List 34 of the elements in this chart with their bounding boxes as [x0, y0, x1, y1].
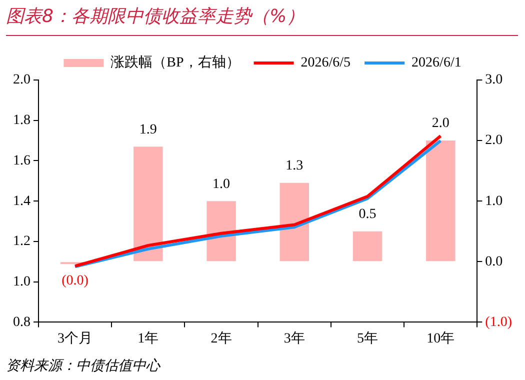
x-tick-label: 3个月: [58, 330, 93, 346]
data-label: 0.5: [358, 207, 376, 222]
y-tick-label: 1.6: [13, 153, 30, 168]
data-label: 1.9: [139, 122, 157, 138]
y2-tick-label: (1.0): [485, 314, 512, 330]
data-label: 1.3: [286, 158, 304, 174]
x-tick-label: 3年: [284, 330, 305, 346]
data-label: (0.0): [62, 274, 89, 289]
legend-label: 2026/6/1: [412, 56, 462, 71]
y-tick-label: 0.8: [13, 314, 30, 330]
x-tick-label: 5年: [357, 330, 378, 346]
bar: [280, 182, 310, 262]
x-tick-label: 2年: [210, 330, 232, 346]
y-tick-label: 1.2: [13, 234, 30, 250]
bar: [206, 201, 236, 262]
text: 资料来源：中债估值中心: [6, 357, 160, 375]
data-label: 1.0: [212, 176, 230, 192]
y-tick-label: 1.4: [13, 194, 30, 209]
chart-title: 图表8：各期限中债收益率走势（%）: [6, 5, 305, 28]
bar: [352, 231, 382, 262]
data-label: 2.0: [432, 116, 450, 132]
x-tick-label: 1年: [138, 330, 159, 346]
y2-tick-label: 0.0: [485, 254, 503, 270]
y2-tick-label: 1.0: [485, 194, 503, 209]
legend-label: 涨跌幅（BP，右轴）: [110, 54, 240, 71]
y2-tick-label: 2.0: [485, 133, 503, 148]
y-tick-label: 1.0: [13, 274, 30, 290]
y-tick-label: 1.8: [13, 113, 30, 128]
y-tick-label: 2.0: [13, 72, 30, 88]
bar: [426, 140, 456, 262]
legend-label: 2026/6/5: [300, 56, 351, 71]
x-tick-label: 10年: [426, 330, 455, 346]
y2-tick-label: 3.0: [485, 72, 503, 88]
bar: [134, 146, 163, 262]
